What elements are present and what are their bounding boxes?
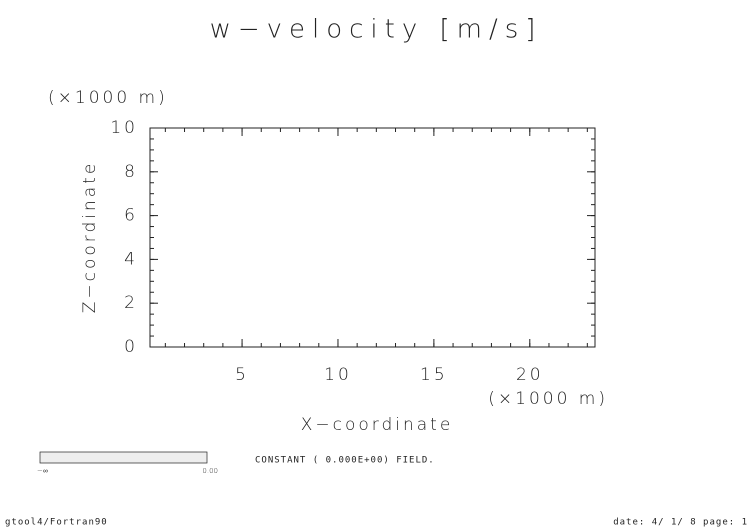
- y-tick-label: 4: [124, 249, 138, 269]
- y-axis-label: Z−coordinate: [80, 161, 100, 314]
- footer-right: date: 4/ 1/ 8 page: 1: [613, 518, 748, 528]
- y-tick-label: 10: [110, 118, 138, 138]
- x-tick-label: 20: [516, 365, 544, 385]
- x-tick-label: 10: [324, 365, 352, 385]
- y-tick-label: 2: [124, 293, 138, 313]
- message: CONSTANT ( 0.000E+00) FIELD.: [255, 456, 435, 466]
- x-axis-label: X−coordinate: [301, 415, 454, 435]
- colorbar-label: −∞: [37, 467, 48, 475]
- colorbar: [39, 451, 208, 464]
- y-tick-label: 0: [124, 337, 138, 357]
- plot-frame: [149, 127, 596, 348]
- y-tick-label: 8: [124, 162, 138, 182]
- x-unit: (×1000 m): [488, 389, 608, 409]
- x-tick-label: 15: [420, 365, 448, 385]
- y-tick-label: 6: [124, 206, 138, 226]
- y-unit: (×1000 m): [48, 88, 168, 108]
- x-tick-label: 5: [235, 365, 249, 385]
- chart-title: w−velocity [m/s]: [210, 15, 543, 45]
- colorbar-label: 0.00: [202, 467, 218, 475]
- footer-left: gtool4/Fortran90: [5, 518, 108, 528]
